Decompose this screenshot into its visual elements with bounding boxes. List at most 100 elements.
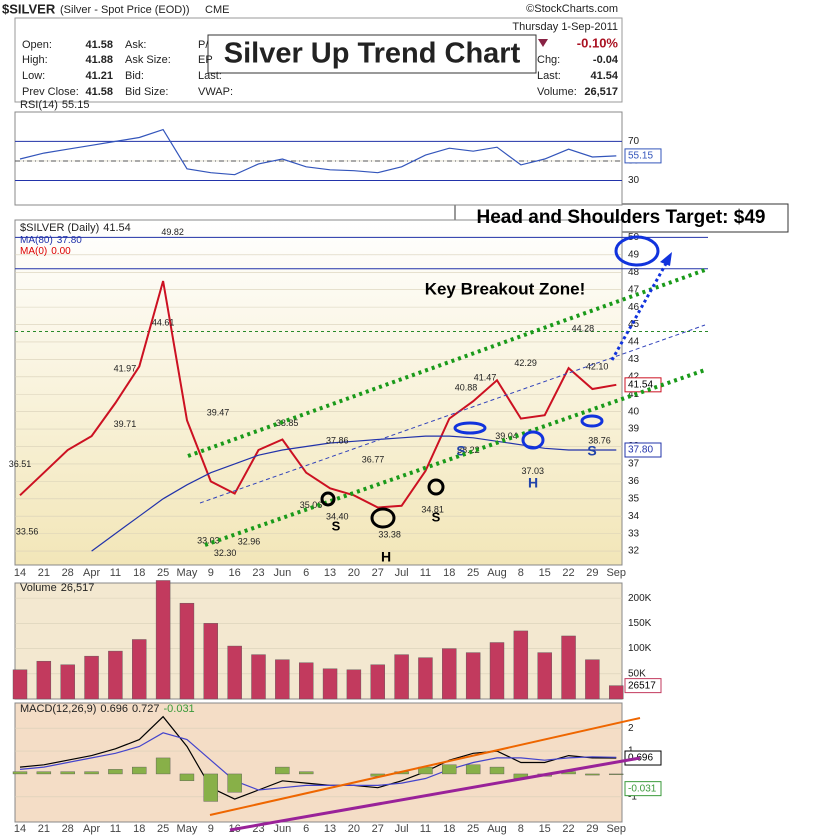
y-tick-label: 100K <box>628 643 652 654</box>
point-label: 41.47 <box>474 372 497 382</box>
field-label: Volume: <box>537 86 577 98</box>
x-tick-label: 29 <box>586 567 598 579</box>
target-circle <box>614 235 660 267</box>
bar <box>36 771 52 775</box>
point-label: 38.85 <box>276 418 299 428</box>
x-tick-label: 6 <box>303 567 309 579</box>
legend-name: Volume <box>20 582 57 594</box>
x-tick-label: 27 <box>372 823 384 835</box>
bar <box>132 639 147 700</box>
x-tick-label: 18 <box>133 567 145 579</box>
point-label: 40.88 <box>455 383 478 393</box>
head-circle <box>370 507 396 529</box>
value-tag <box>624 750 662 766</box>
value-tag <box>624 442 662 458</box>
x-tick-label: 21 <box>38 567 50 579</box>
bar <box>275 659 290 700</box>
series-line <box>19 715 617 800</box>
field-value: 41.58 <box>85 86 113 98</box>
bar <box>299 771 314 775</box>
x-tick-label: 15 <box>539 823 551 835</box>
shoulder-circle <box>453 421 487 435</box>
field-label: High: <box>22 54 48 66</box>
legend: MA(0) 0.00 <box>20 246 71 257</box>
value-tag-label: 55.15 <box>628 151 653 162</box>
annotation: H <box>528 475 538 491</box>
target-arrow <box>610 259 670 361</box>
bar <box>585 659 600 700</box>
x-tick-label: 18 <box>443 823 455 835</box>
field-label: Chg: <box>537 54 560 66</box>
field-value: 26,517 <box>584 86 618 98</box>
macd-trend-upper <box>209 717 641 816</box>
legend-value: 0.00 <box>51 246 71 257</box>
x-tick-label: Aug <box>487 823 507 835</box>
bar <box>465 652 481 700</box>
bar <box>227 645 242 700</box>
x-tick-label: 28 <box>62 567 74 579</box>
point-label: 49.82 <box>161 227 184 237</box>
down-triangle <box>538 39 548 47</box>
legend-title: MACD(12,26,9) <box>20 703 96 715</box>
x-tick-label: 8 <box>518 823 524 835</box>
legend: RSI(14) 55.15 <box>20 99 89 111</box>
legend: MA(80) 37.80 <box>20 235 82 246</box>
x-tick-label: Sep <box>606 823 626 835</box>
point-label: 34.81 <box>421 504 444 514</box>
series-line <box>19 128 617 176</box>
series-line <box>19 280 617 509</box>
annotation: S <box>432 509 441 524</box>
y-tick-label: 39 <box>628 424 640 435</box>
value-tag-label: -0.031 <box>628 783 657 794</box>
field-label: Last: <box>198 70 222 82</box>
field-label: Prev Close: <box>22 86 79 98</box>
field-label: Bid Size: <box>125 86 168 98</box>
x-tick-label: 20 <box>348 823 360 835</box>
title: Silver Up Trend Chart <box>224 38 521 70</box>
point-label: 37.03 <box>522 466 545 476</box>
x-tick-label: Jun <box>273 823 291 835</box>
point-label: 32.96 <box>238 537 261 547</box>
field-label: Low: <box>22 70 45 82</box>
x-tick-label: 21 <box>38 823 50 835</box>
change-pct: -0.10% <box>577 35 619 50</box>
bar <box>155 757 171 775</box>
y-tick-label: 30 <box>628 175 640 186</box>
y-tick-label: 50K <box>628 668 646 679</box>
legend: $SILVER (Daily) 41.54 <box>20 222 131 234</box>
point-label: 44.61 <box>152 318 175 328</box>
legend-name: $SILVER (Daily) <box>20 222 99 234</box>
series-line <box>19 732 617 791</box>
point-label: 41.97 <box>114 364 137 374</box>
channel-mid <box>199 324 706 504</box>
head-circle <box>521 430 545 450</box>
x-tick-label: 16 <box>229 567 241 579</box>
bar <box>609 773 624 775</box>
y-tick-label: 46 <box>628 302 640 313</box>
x-tick-label: Apr <box>83 567 100 579</box>
bar <box>36 660 52 700</box>
x-tick-label: 18 <box>133 823 145 835</box>
y-tick-label: 48 <box>628 267 640 278</box>
x-tick-label: May <box>177 567 198 579</box>
panel <box>14 219 623 566</box>
shoulder-circle <box>427 478 445 496</box>
bar <box>513 630 529 700</box>
x-tick-label: 11 <box>420 567 431 579</box>
point-label: 39.47 <box>207 407 230 417</box>
bar <box>108 650 123 700</box>
x-tick-label: 27 <box>372 567 384 579</box>
bar <box>108 769 123 775</box>
field-value: 41.58 <box>85 39 113 51</box>
field-label: P/ <box>198 39 209 51</box>
x-tick-label: 25 <box>157 823 169 835</box>
y-tick-label: 32 <box>628 546 640 557</box>
bar <box>227 773 242 793</box>
bar <box>346 669 362 700</box>
point-label: 42.10 <box>586 361 609 371</box>
macd-trend-lower <box>229 756 641 832</box>
channel-lower <box>204 368 706 547</box>
y-tick-label: 200K <box>628 593 652 604</box>
exchange: CME <box>205 4 229 16</box>
bar <box>132 766 147 775</box>
